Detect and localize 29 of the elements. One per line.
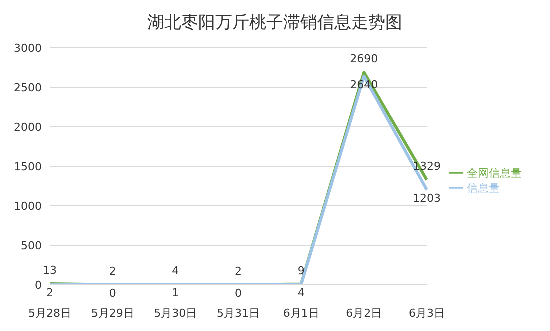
y-tick-label: 1500: [14, 160, 42, 174]
y-tick-label: 1000: [14, 200, 42, 213]
x-tick-label: 6月2日: [346, 306, 382, 320]
x-tick-label: 6月1日: [283, 306, 320, 320]
y-tick-label: 500: [21, 239, 42, 252]
data-label: 2: [109, 264, 116, 278]
legend-label: 全网信息量: [467, 166, 522, 180]
y-tick-label: 2000: [14, 120, 42, 134]
x-tick-label: 5月29日: [91, 306, 134, 320]
data-label: 13: [43, 264, 57, 277]
x-tick-label: 5月31日: [217, 306, 260, 320]
x-tick-label: 6月3日: [409, 306, 445, 320]
y-tick-label: 2500: [14, 81, 42, 94]
legend-label: 信息量: [467, 182, 500, 194]
data-label: 2690: [350, 52, 378, 66]
data-label: 1: [172, 286, 180, 300]
data-label: 4: [298, 286, 305, 300]
x-tick-label: 5月28日: [28, 306, 72, 320]
x-tick-label: 5月30日: [154, 306, 198, 320]
data-label: 4: [172, 264, 180, 278]
y-tick-label: 3000: [14, 42, 42, 55]
data-label: 1203: [413, 192, 441, 205]
y-tick-label: 0: [35, 278, 42, 292]
data-label: 0: [235, 286, 242, 300]
data-label: 0: [109, 286, 116, 300]
chart-title: 湖北枣阳万斤桃子滞销信息走势图: [146, 12, 404, 35]
data-label: 2: [235, 264, 242, 278]
data-label: 2: [46, 286, 54, 300]
data-label: 9: [298, 264, 305, 278]
